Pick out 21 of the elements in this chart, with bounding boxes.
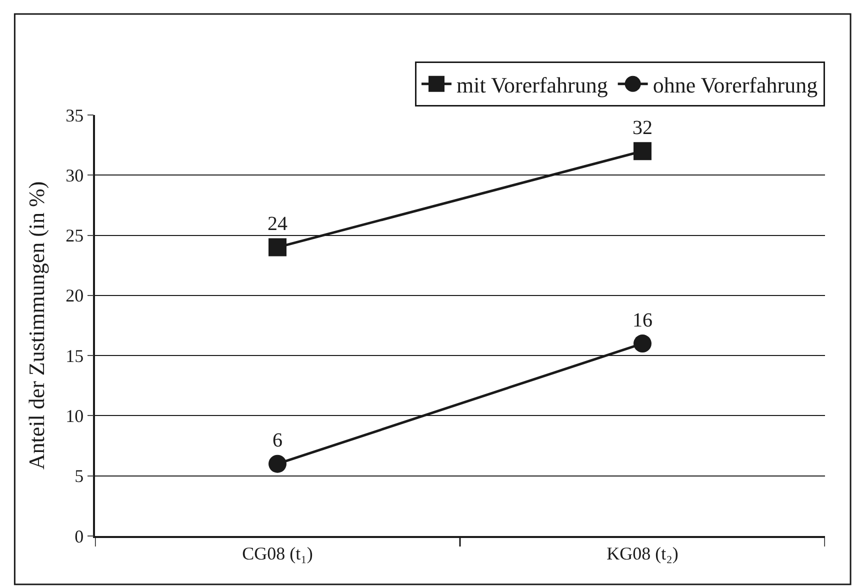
x-tick-label: KG08 (t₂) xyxy=(606,543,678,564)
legend-label: ohne Vorerfahrung xyxy=(652,72,818,98)
point xyxy=(634,142,652,160)
y-tick-label: 25 xyxy=(66,226,84,246)
data-label: 16 xyxy=(632,309,652,332)
y-tick-label: 10 xyxy=(66,406,84,426)
y-axis-title: Anteil der Zustimmungen (in %) xyxy=(24,181,49,470)
legend-label: mit Vorerfahrung xyxy=(456,72,608,98)
data-label: 24 xyxy=(268,213,288,236)
y-tick-label: 35 xyxy=(66,105,84,126)
y-tick-label: 30 xyxy=(66,165,84,186)
y-tick-label: 5 xyxy=(74,466,84,486)
data-label: 6 xyxy=(272,430,282,452)
point xyxy=(634,334,652,353)
x-tick-label: CG08 (t₁) xyxy=(242,543,313,564)
data-label: 32 xyxy=(632,116,652,139)
y-tick-label: 15 xyxy=(66,346,84,366)
y-tick-label: 0 xyxy=(74,526,84,546)
y-tick-label: 20 xyxy=(66,286,84,306)
point xyxy=(268,238,286,256)
point xyxy=(268,454,286,473)
